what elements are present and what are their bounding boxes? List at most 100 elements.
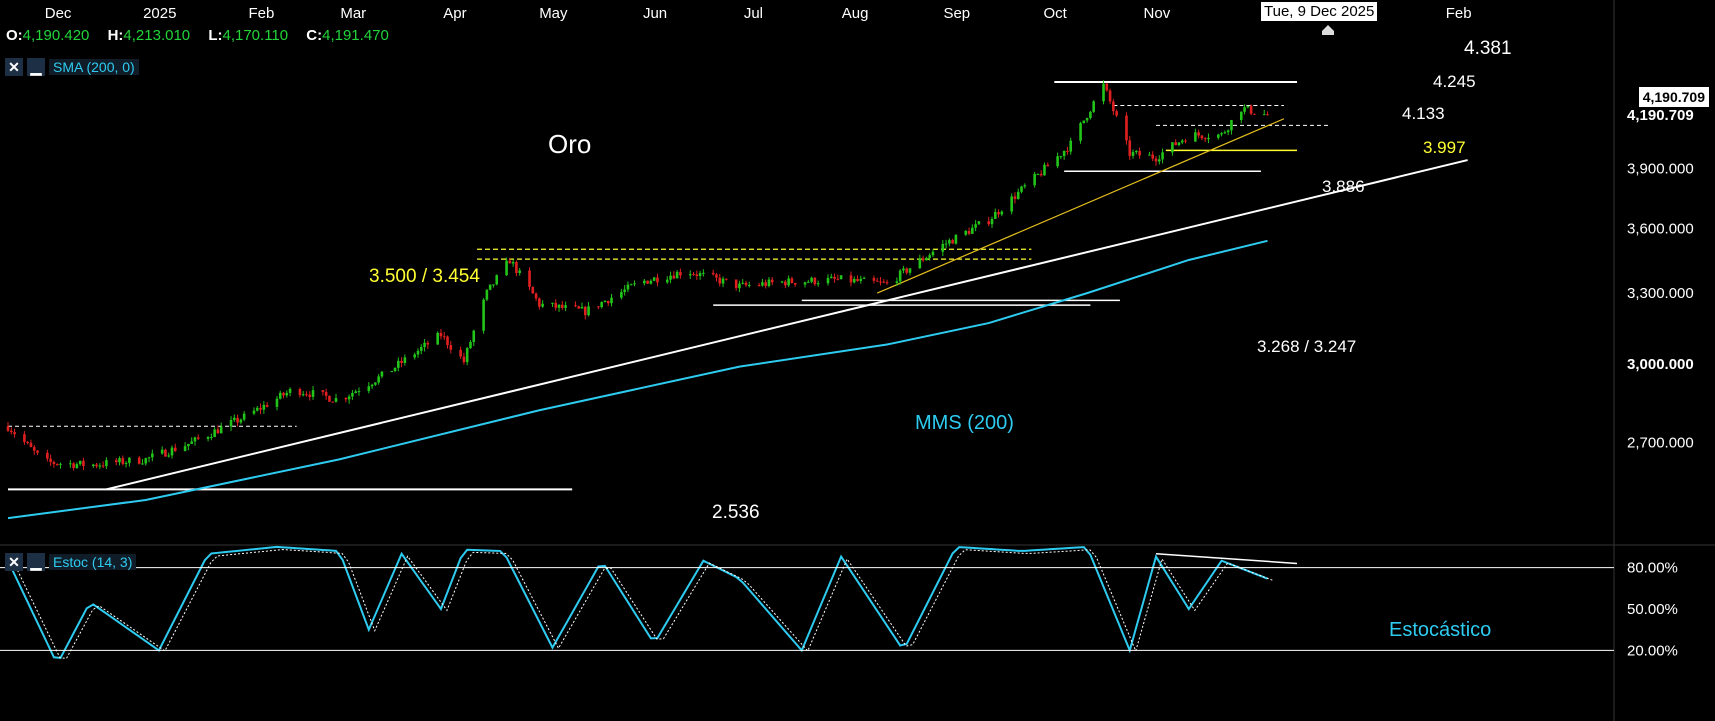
candle xyxy=(620,288,623,300)
candle xyxy=(1246,105,1250,109)
open-label: O: xyxy=(6,27,23,44)
candle xyxy=(606,300,610,307)
candle xyxy=(1036,173,1040,175)
candle xyxy=(803,281,807,288)
candle xyxy=(528,267,531,291)
candle xyxy=(1171,142,1174,156)
sma-close-icon[interactable]: ✕ xyxy=(5,58,23,76)
candle xyxy=(948,238,951,247)
candle xyxy=(164,448,167,457)
sma-minimize-icon[interactable]: ▁ xyxy=(27,58,45,76)
candle xyxy=(665,276,669,284)
candle xyxy=(462,352,466,365)
candle xyxy=(833,273,836,283)
candle xyxy=(265,402,269,408)
candle xyxy=(1082,120,1086,124)
y-tick-label: 3,900.000 xyxy=(1627,161,1694,178)
candle xyxy=(1013,192,1017,204)
candle xyxy=(219,422,223,434)
candle xyxy=(875,277,879,282)
stoch-label[interactable]: Estoc (14, 3) xyxy=(49,554,137,570)
candle xyxy=(1161,148,1164,164)
candle xyxy=(583,305,587,320)
candle xyxy=(298,387,302,398)
candle xyxy=(36,450,39,456)
candle xyxy=(902,265,905,274)
candle xyxy=(810,276,813,284)
candle xyxy=(741,279,745,285)
chart-annotation: 3.268 / 3.247 xyxy=(1257,337,1356,356)
short-trendline xyxy=(876,118,1285,294)
y-tick-label: 4,190.709 xyxy=(1627,107,1694,124)
candle xyxy=(128,457,131,467)
candle xyxy=(856,275,859,282)
candle xyxy=(114,457,118,466)
candle xyxy=(252,407,256,416)
open-value: 4,190.420 xyxy=(22,27,90,44)
candle xyxy=(882,279,886,284)
candle xyxy=(1220,131,1223,137)
candle xyxy=(836,274,840,281)
candle xyxy=(554,299,558,311)
candle xyxy=(977,220,981,226)
stoch-close-icon[interactable]: ✕ xyxy=(5,553,23,571)
candle xyxy=(446,335,449,349)
candle xyxy=(626,281,630,293)
candle xyxy=(695,270,699,280)
candle xyxy=(954,234,958,245)
candle xyxy=(669,271,672,284)
stoch-k-line xyxy=(7,545,1268,660)
candle xyxy=(472,329,476,347)
chart-annotation: 2.536 xyxy=(712,502,760,523)
candle xyxy=(649,279,653,285)
candle xyxy=(1194,128,1197,142)
candle xyxy=(151,449,154,462)
candle xyxy=(852,276,856,284)
candle xyxy=(1066,146,1069,155)
candle xyxy=(633,280,636,287)
candle xyxy=(587,302,590,317)
candle xyxy=(688,270,692,280)
sma-line xyxy=(7,239,1268,520)
x-tick-label: 2025 xyxy=(143,5,176,22)
y-tick-label: 3,000.000 xyxy=(1627,356,1694,373)
candle xyxy=(1203,137,1207,143)
candle xyxy=(439,328,443,340)
candle xyxy=(816,280,820,287)
candle xyxy=(374,382,377,386)
candle xyxy=(1069,137,1073,155)
candle xyxy=(987,216,991,227)
chart-annotation: 3.997 xyxy=(1423,138,1466,157)
candle xyxy=(190,437,193,445)
candle xyxy=(849,271,853,287)
candle xyxy=(1230,119,1233,135)
candle xyxy=(1148,151,1151,156)
x-tick-label: May xyxy=(539,5,568,22)
candle xyxy=(121,455,125,466)
candle xyxy=(974,220,977,232)
candle xyxy=(928,253,931,261)
candle xyxy=(1092,100,1095,113)
chart-annotation: 4.245 xyxy=(1433,72,1476,91)
candle xyxy=(744,280,748,287)
candle xyxy=(1177,142,1181,147)
candle xyxy=(721,276,725,288)
candle xyxy=(75,462,79,469)
crosshair-marker-icon xyxy=(1322,25,1334,35)
candle xyxy=(921,255,925,263)
candle xyxy=(69,460,72,468)
candle xyxy=(259,403,262,415)
stoch-minimize-icon[interactable]: ▁ xyxy=(27,553,45,571)
candle xyxy=(328,395,331,403)
stoch-tick-label: 20.00% xyxy=(1627,642,1678,659)
candle xyxy=(344,397,348,403)
sma-label[interactable]: SMA (200, 0) xyxy=(49,59,139,75)
candle xyxy=(301,391,305,397)
chart-annotation: 3.500 / 3.454 xyxy=(369,266,480,287)
candles xyxy=(6,80,1269,471)
long-trendline xyxy=(106,159,1468,491)
candle xyxy=(9,427,13,435)
candle xyxy=(255,405,259,412)
candle xyxy=(1079,121,1082,144)
